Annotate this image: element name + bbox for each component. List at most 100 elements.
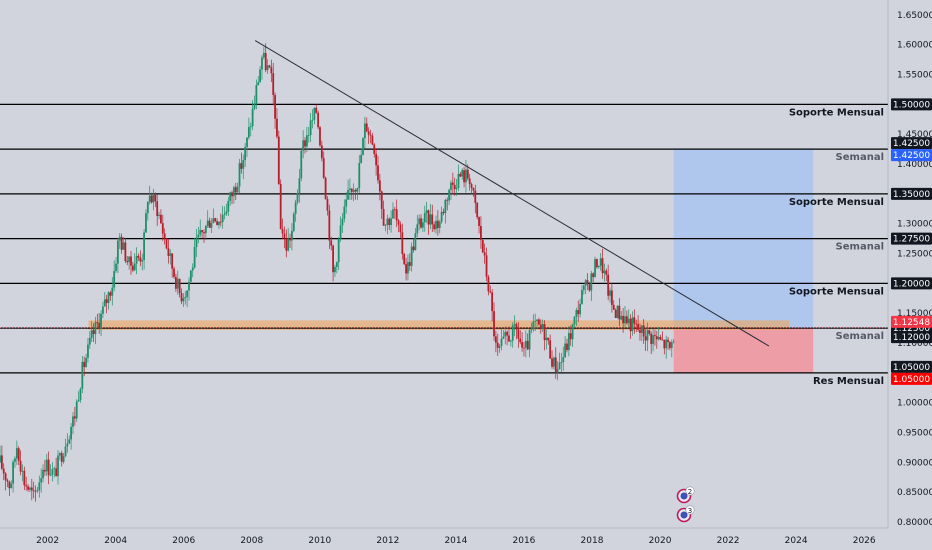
candle-body <box>130 256 132 266</box>
price-tag-text: 1.12500 <box>893 324 930 334</box>
candle-body <box>367 131 370 135</box>
candle-body <box>53 468 56 470</box>
candle-body <box>418 218 421 225</box>
horizontal-levels <box>0 103 888 374</box>
candle-body <box>405 264 407 274</box>
price-axis[interactable]: 1.650001.600001.550001.500001.450001.400… <box>897 11 932 528</box>
zone-rect[interactable] <box>88 320 790 330</box>
candle-body <box>298 178 301 194</box>
candle-body <box>268 65 271 68</box>
candle-body <box>459 173 462 177</box>
position-loss-area[interactable] <box>673 327 814 373</box>
price-tag-text: 1.50000 <box>893 100 930 110</box>
candle-body <box>116 240 119 264</box>
candle-body <box>182 298 185 302</box>
candle-body <box>420 218 422 228</box>
candle-body <box>493 311 495 337</box>
y-tick-label: 1.40000 <box>897 160 932 170</box>
candle-body <box>156 201 159 216</box>
price-tag-text: 1.12548 <box>893 318 930 328</box>
y-tick-label: 1.60000 <box>897 41 932 51</box>
candle-body <box>72 416 74 427</box>
candle-body <box>395 209 398 221</box>
candle-body <box>100 313 102 329</box>
candle-body <box>360 154 363 164</box>
candle-body <box>322 158 325 178</box>
candle-body <box>62 456 65 462</box>
candle-body <box>433 224 436 230</box>
candle-body <box>474 190 477 203</box>
candle-body <box>246 137 248 148</box>
candle-body <box>472 187 475 191</box>
candle-body <box>146 201 149 214</box>
candle-body <box>6 480 9 482</box>
event-badge-flag-icon <box>680 492 688 500</box>
price-tag <box>891 187 932 200</box>
time-axis[interactable]: 2002 2004 2006 2008 2010 2012 2014 2016 2018 2020… <box>36 536 876 546</box>
candle-body <box>637 324 640 330</box>
candle-body <box>158 214 160 216</box>
candle-body <box>167 248 170 256</box>
event-badge-flag-icon <box>680 511 688 519</box>
candle-body <box>154 194 157 202</box>
candle-body <box>201 230 203 233</box>
candle-body <box>141 259 144 262</box>
candle-body <box>203 232 205 234</box>
candle-body <box>264 52 267 71</box>
price-tag <box>891 232 932 245</box>
y-tick-label: 1.00000 <box>897 399 932 409</box>
candle-body <box>68 439 71 444</box>
candle-body <box>305 135 308 147</box>
candle-body <box>218 221 220 225</box>
candle-body <box>231 192 233 197</box>
candle-body <box>133 263 136 271</box>
candle-body <box>625 316 628 324</box>
candle-body <box>343 206 346 219</box>
candle-body <box>44 469 46 472</box>
candle-body <box>378 180 381 192</box>
level-label: Semanal <box>836 331 884 342</box>
candle-body <box>23 470 26 486</box>
candle-body <box>584 280 587 286</box>
candle-body <box>274 94 276 119</box>
candle-body <box>189 270 192 282</box>
candle-body <box>27 486 29 490</box>
candle-body <box>461 170 464 177</box>
candle-body <box>75 401 78 419</box>
candle-body <box>180 293 183 302</box>
candle-body <box>504 331 507 337</box>
candle-body <box>221 215 224 223</box>
candle-body <box>487 276 490 292</box>
price-tag <box>891 149 932 162</box>
support-zone[interactable] <box>88 320 790 330</box>
price-tag <box>891 277 932 290</box>
event-badges[interactable]: 23 <box>676 486 695 523</box>
price-tag-text: 1.35000 <box>893 190 930 200</box>
candle-body <box>10 483 13 489</box>
candle-body <box>283 233 286 239</box>
candle-body <box>468 178 471 185</box>
candle-body <box>401 232 404 254</box>
candle-body <box>349 188 351 190</box>
long-position-tool[interactable] <box>673 149 814 373</box>
candle-body <box>320 145 323 159</box>
candle-body <box>302 140 305 151</box>
candle-body <box>640 325 643 333</box>
candle-body <box>567 333 570 351</box>
trendline[interactable] <box>254 40 770 347</box>
candle-body <box>618 305 621 320</box>
candle-body <box>253 103 256 109</box>
y-tick-label: 1.30000 <box>897 220 932 230</box>
candle-body <box>107 292 110 304</box>
trendline-line[interactable] <box>254 40 770 347</box>
candle-body <box>186 290 189 297</box>
x-tick-label: 2022 <box>717 536 740 546</box>
candle-body <box>369 134 372 136</box>
candle-body <box>466 169 469 179</box>
candle-body <box>70 426 73 440</box>
candle-body <box>120 236 123 250</box>
candle-body <box>124 242 127 261</box>
candle-body <box>547 337 550 341</box>
candle-body <box>457 173 460 188</box>
